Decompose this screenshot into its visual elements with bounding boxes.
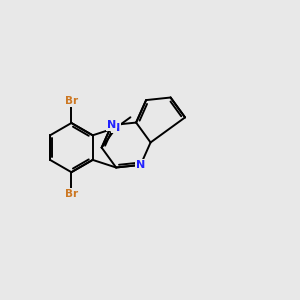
Text: Br: Br (65, 96, 78, 106)
Text: N: N (136, 160, 145, 170)
Text: N: N (112, 123, 121, 133)
Text: N: N (107, 120, 116, 130)
Text: Br: Br (65, 189, 78, 199)
